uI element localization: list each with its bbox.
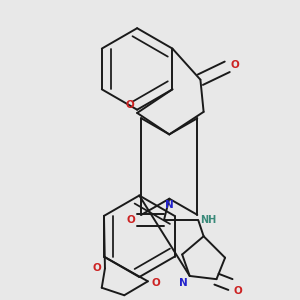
Text: O: O: [125, 100, 134, 110]
Text: O: O: [151, 278, 160, 288]
Text: O: O: [93, 263, 102, 273]
Text: O: O: [233, 286, 242, 296]
Text: O: O: [127, 215, 136, 225]
Text: NH: NH: [200, 214, 216, 224]
Text: N: N: [179, 278, 188, 288]
Text: N: N: [165, 200, 174, 210]
Text: O: O: [230, 60, 239, 70]
